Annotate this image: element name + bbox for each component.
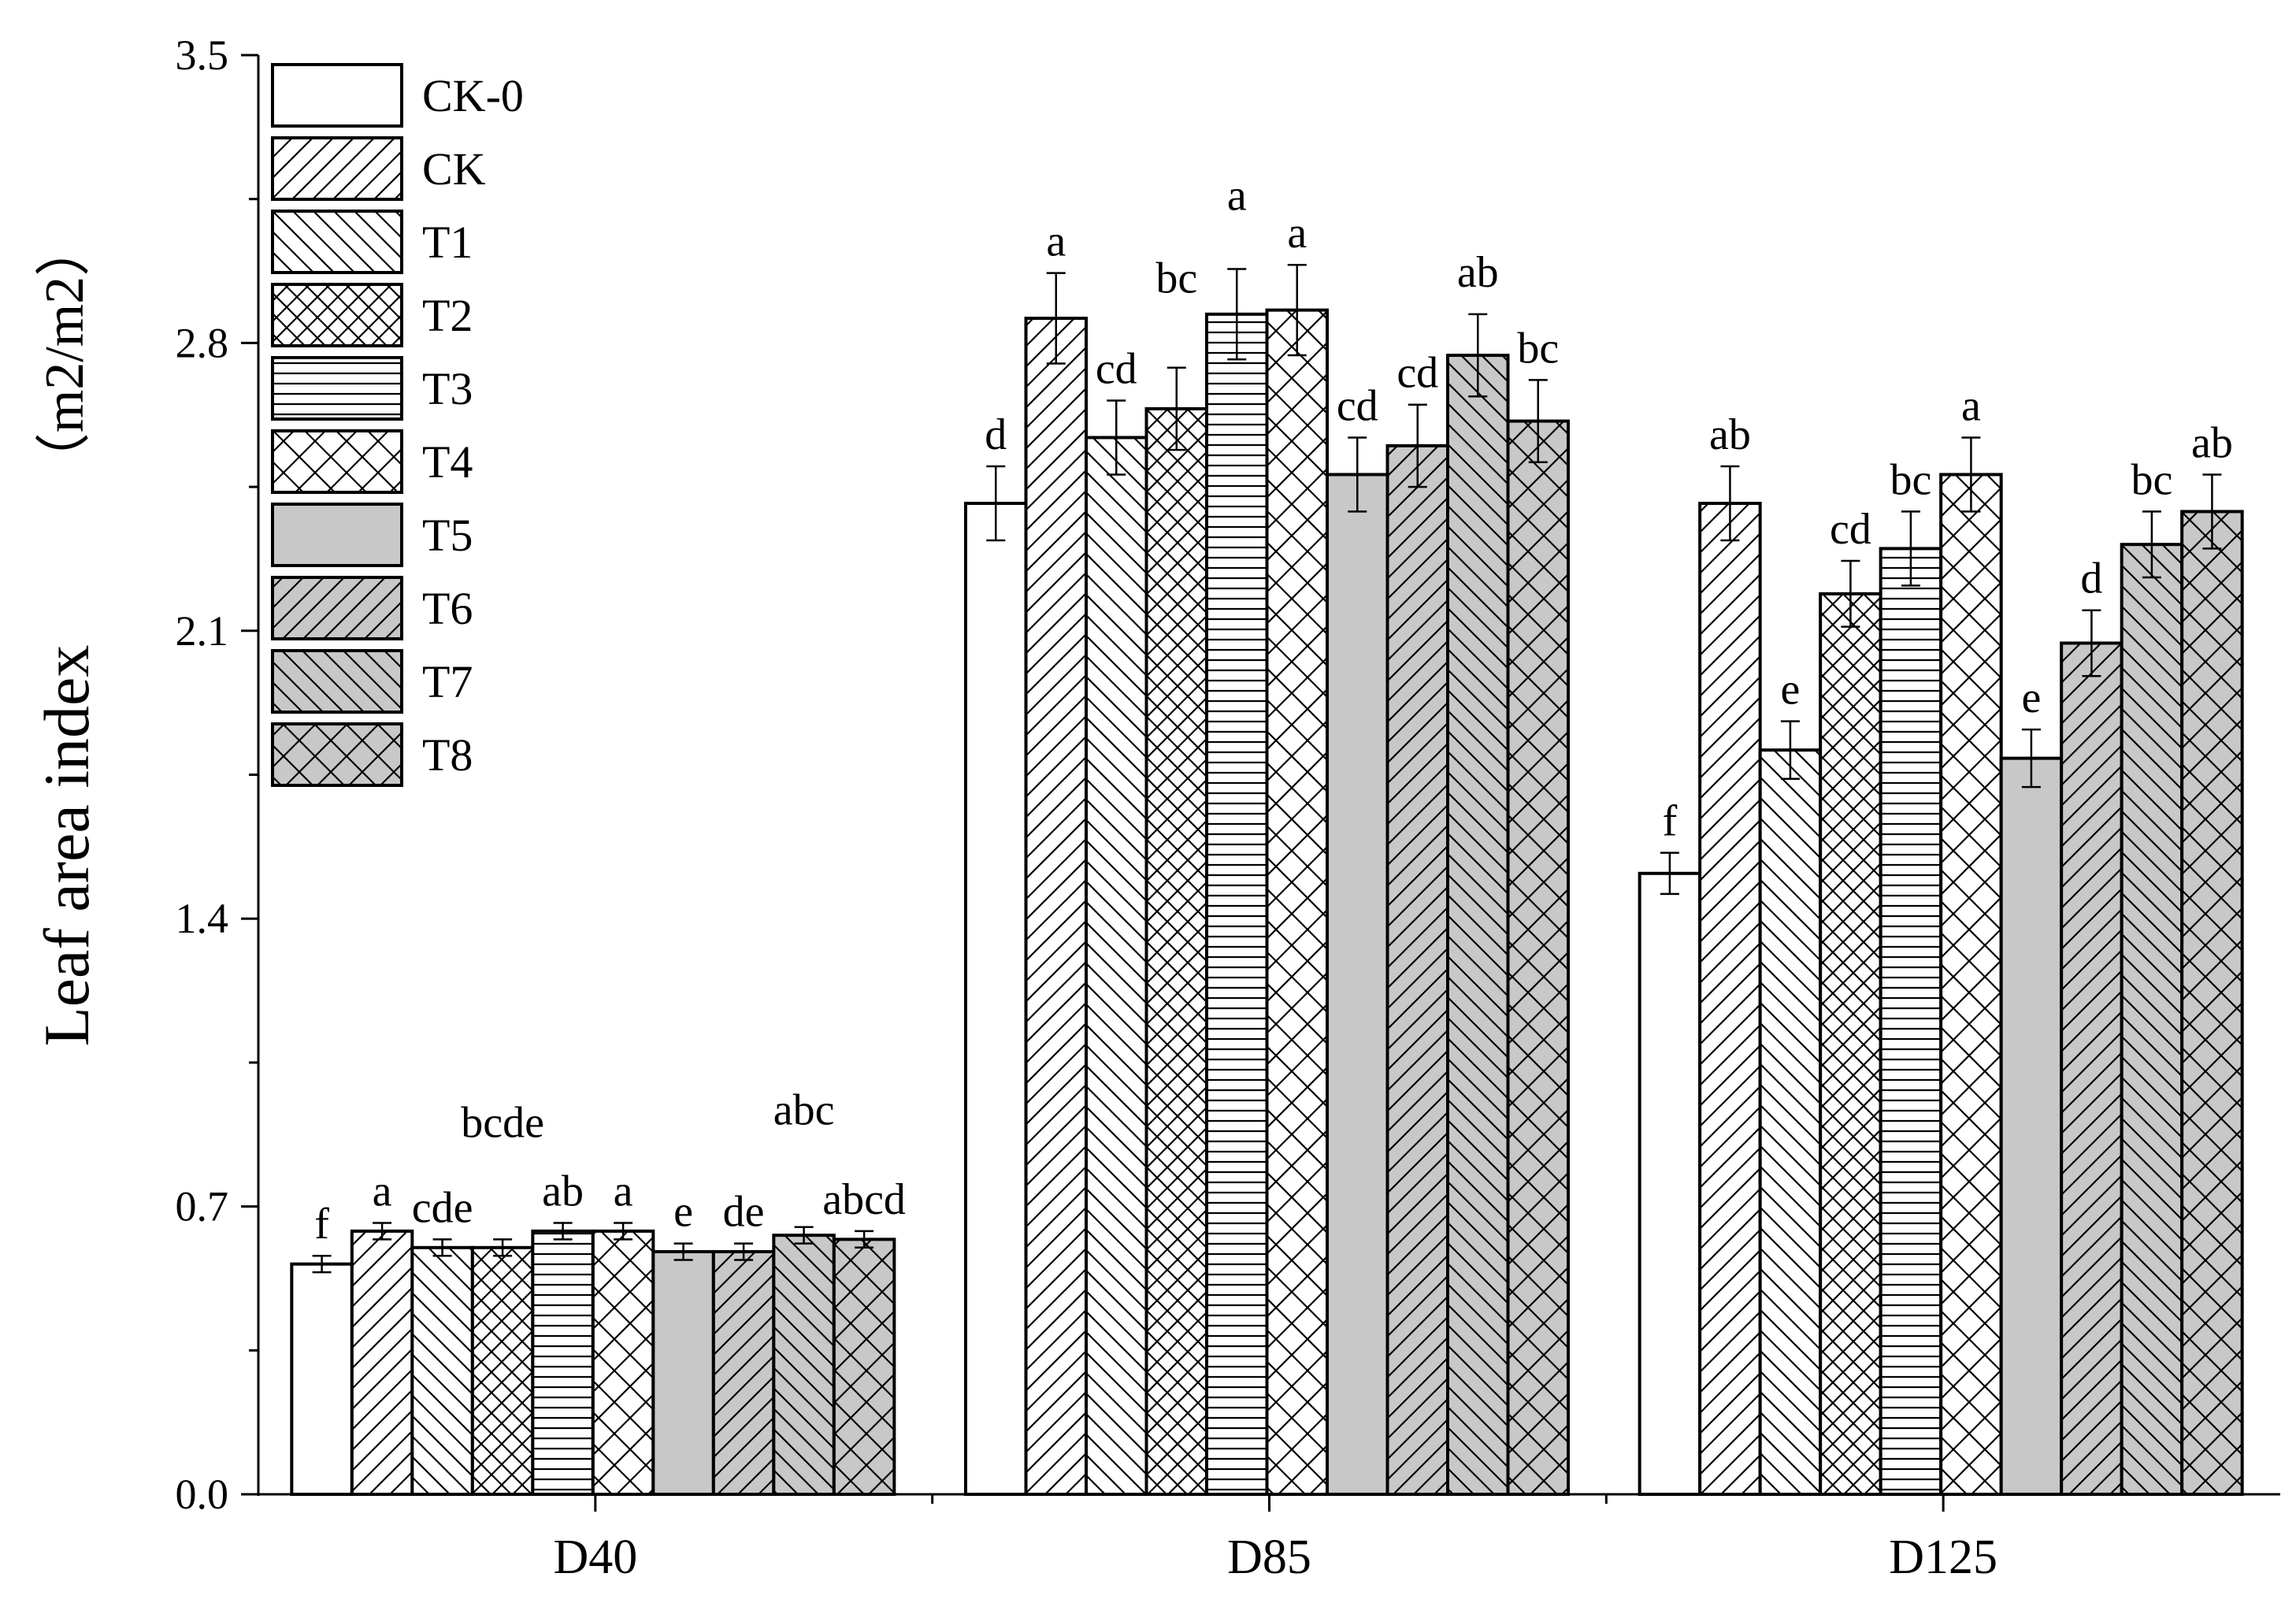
bar-T5-D85	[1326, 473, 1389, 1497]
legend-label: T3	[422, 363, 473, 414]
y-tick-label: 0.0	[176, 1471, 229, 1518]
y-tick-label: 2.1	[176, 607, 229, 655]
bar-T1-D40	[410, 1245, 474, 1497]
bar-T4-D125	[1939, 473, 2003, 1497]
legend-swatch-T6	[271, 576, 403, 640]
axes: 0.0 0.7 1.4 2.1 2.8 3.5 Leaf area index （m2/m2）…	[31, 32, 2280, 1584]
legend-label: T6	[422, 583, 473, 634]
bar-T7-D40	[772, 1234, 836, 1496]
significance-letter: f	[314, 1200, 329, 1249]
significance-letter: abc	[773, 1086, 835, 1135]
significance-letter: a	[1287, 209, 1307, 258]
bar-T5-D125	[1999, 756, 2064, 1496]
significance-letter: abcd	[822, 1175, 906, 1224]
bar-T6-D125	[2060, 641, 2124, 1497]
bar-CK-D40	[350, 1229, 414, 1497]
bar-T4-D40	[591, 1229, 655, 1497]
y-axis-unit: （m2/m2）	[35, 221, 95, 488]
significance-letter: a	[1961, 381, 1981, 430]
legend: CK-0 CK T1 T2 T3 T4 T5 T6 T7 T8	[271, 63, 524, 787]
significance-letter: cd	[1337, 381, 1378, 430]
bar-CK-0-D125	[1638, 871, 1702, 1496]
x-tick-label: D125	[1889, 1531, 1997, 1584]
significance-letter: bc	[1155, 254, 1197, 303]
bar-T8-D85	[1506, 419, 1570, 1497]
bar-CK-0-D40	[290, 1262, 354, 1497]
legend-swatch-T2	[271, 283, 403, 347]
y-tick-label: 0.7	[176, 1183, 229, 1230]
bar-CK-0-D85	[964, 501, 1028, 1496]
significance-letter: bc	[2131, 455, 2172, 504]
y-tick-label: 3.5	[176, 32, 229, 79]
x-tick-label: D85	[1227, 1531, 1311, 1584]
bar-CK-D85	[1024, 317, 1088, 1497]
bar-T6-D40	[711, 1250, 776, 1497]
bar-T8-D40	[832, 1238, 896, 1496]
significance-letter: cd	[1397, 349, 1438, 398]
significance-letter: a	[614, 1167, 633, 1215]
significance-letter: cd	[1830, 505, 1871, 554]
bar-T3-D85	[1205, 312, 1269, 1496]
bar-T1-D85	[1085, 436, 1148, 1497]
significance-letter: ab	[1709, 410, 1751, 459]
bar-T2-D85	[1144, 406, 1208, 1496]
significance-letter: cd	[1096, 344, 1137, 393]
significance-letter: d	[985, 410, 1007, 459]
significance-letter: e	[2021, 673, 2041, 722]
significance-letter: bcde	[461, 1098, 544, 1147]
significance-letter: a	[1227, 171, 1247, 220]
bar-T3-D125	[1879, 547, 1943, 1496]
legend-swatch-T4	[271, 429, 403, 494]
bar-T4-D85	[1265, 308, 1329, 1496]
legend-swatch-T7	[271, 649, 403, 714]
significance-letter: ab	[1457, 248, 1499, 297]
significance-letter: bc	[1890, 455, 1931, 504]
legend-swatch-T3	[271, 356, 403, 421]
legend-label: CK-0	[422, 70, 524, 121]
legend-label: T8	[422, 729, 473, 781]
significance-letter: d	[2080, 555, 2102, 603]
bar-T2-D125	[1819, 592, 1882, 1497]
legend-swatch-T1	[271, 210, 403, 274]
significance-letter: e	[673, 1188, 693, 1237]
significance-letter: cde	[412, 1183, 473, 1232]
bar-T1-D125	[1758, 748, 1823, 1496]
legend-swatch-T5	[271, 503, 403, 567]
y-tick-label: 1.4	[176, 895, 229, 942]
legend-swatch-T8	[271, 722, 403, 787]
legend-label: T4	[422, 436, 473, 488]
significance-letter: de	[723, 1188, 765, 1237]
bar-T7-D85	[1446, 354, 1510, 1496]
legend-swatch-CK	[271, 136, 403, 201]
bar-T3-D40	[531, 1229, 595, 1497]
bar-T2-D40	[470, 1245, 535, 1497]
significance-letter: ab	[2191, 418, 2233, 467]
legend-label: T1	[422, 217, 473, 268]
significance-letter: e	[1780, 666, 1800, 714]
legend-label: CK	[422, 143, 486, 195]
bar-CK-D125	[1698, 501, 1762, 1496]
bar-T7-D125	[2120, 543, 2184, 1496]
bars	[290, 263, 2244, 1497]
legend-swatch-CK-0	[271, 63, 403, 128]
bar-T8-D125	[2180, 510, 2244, 1496]
legend-label: T2	[422, 290, 473, 341]
y-axis-title: Leaf area index	[31, 645, 102, 1047]
bar-T6-D85	[1385, 443, 1449, 1496]
legend-label: T5	[422, 510, 473, 561]
significance-letter: a	[1046, 217, 1066, 266]
significance-letter: a	[373, 1167, 392, 1215]
significance-letter: f	[1663, 797, 1678, 846]
x-tick-label: D40	[553, 1531, 637, 1584]
bar-T5-D40	[651, 1250, 715, 1497]
legend-label: T7	[422, 656, 473, 707]
y-tick-label: 2.8	[176, 319, 229, 366]
significance-letter: bc	[1517, 324, 1559, 373]
significance-letter: ab	[542, 1167, 584, 1215]
